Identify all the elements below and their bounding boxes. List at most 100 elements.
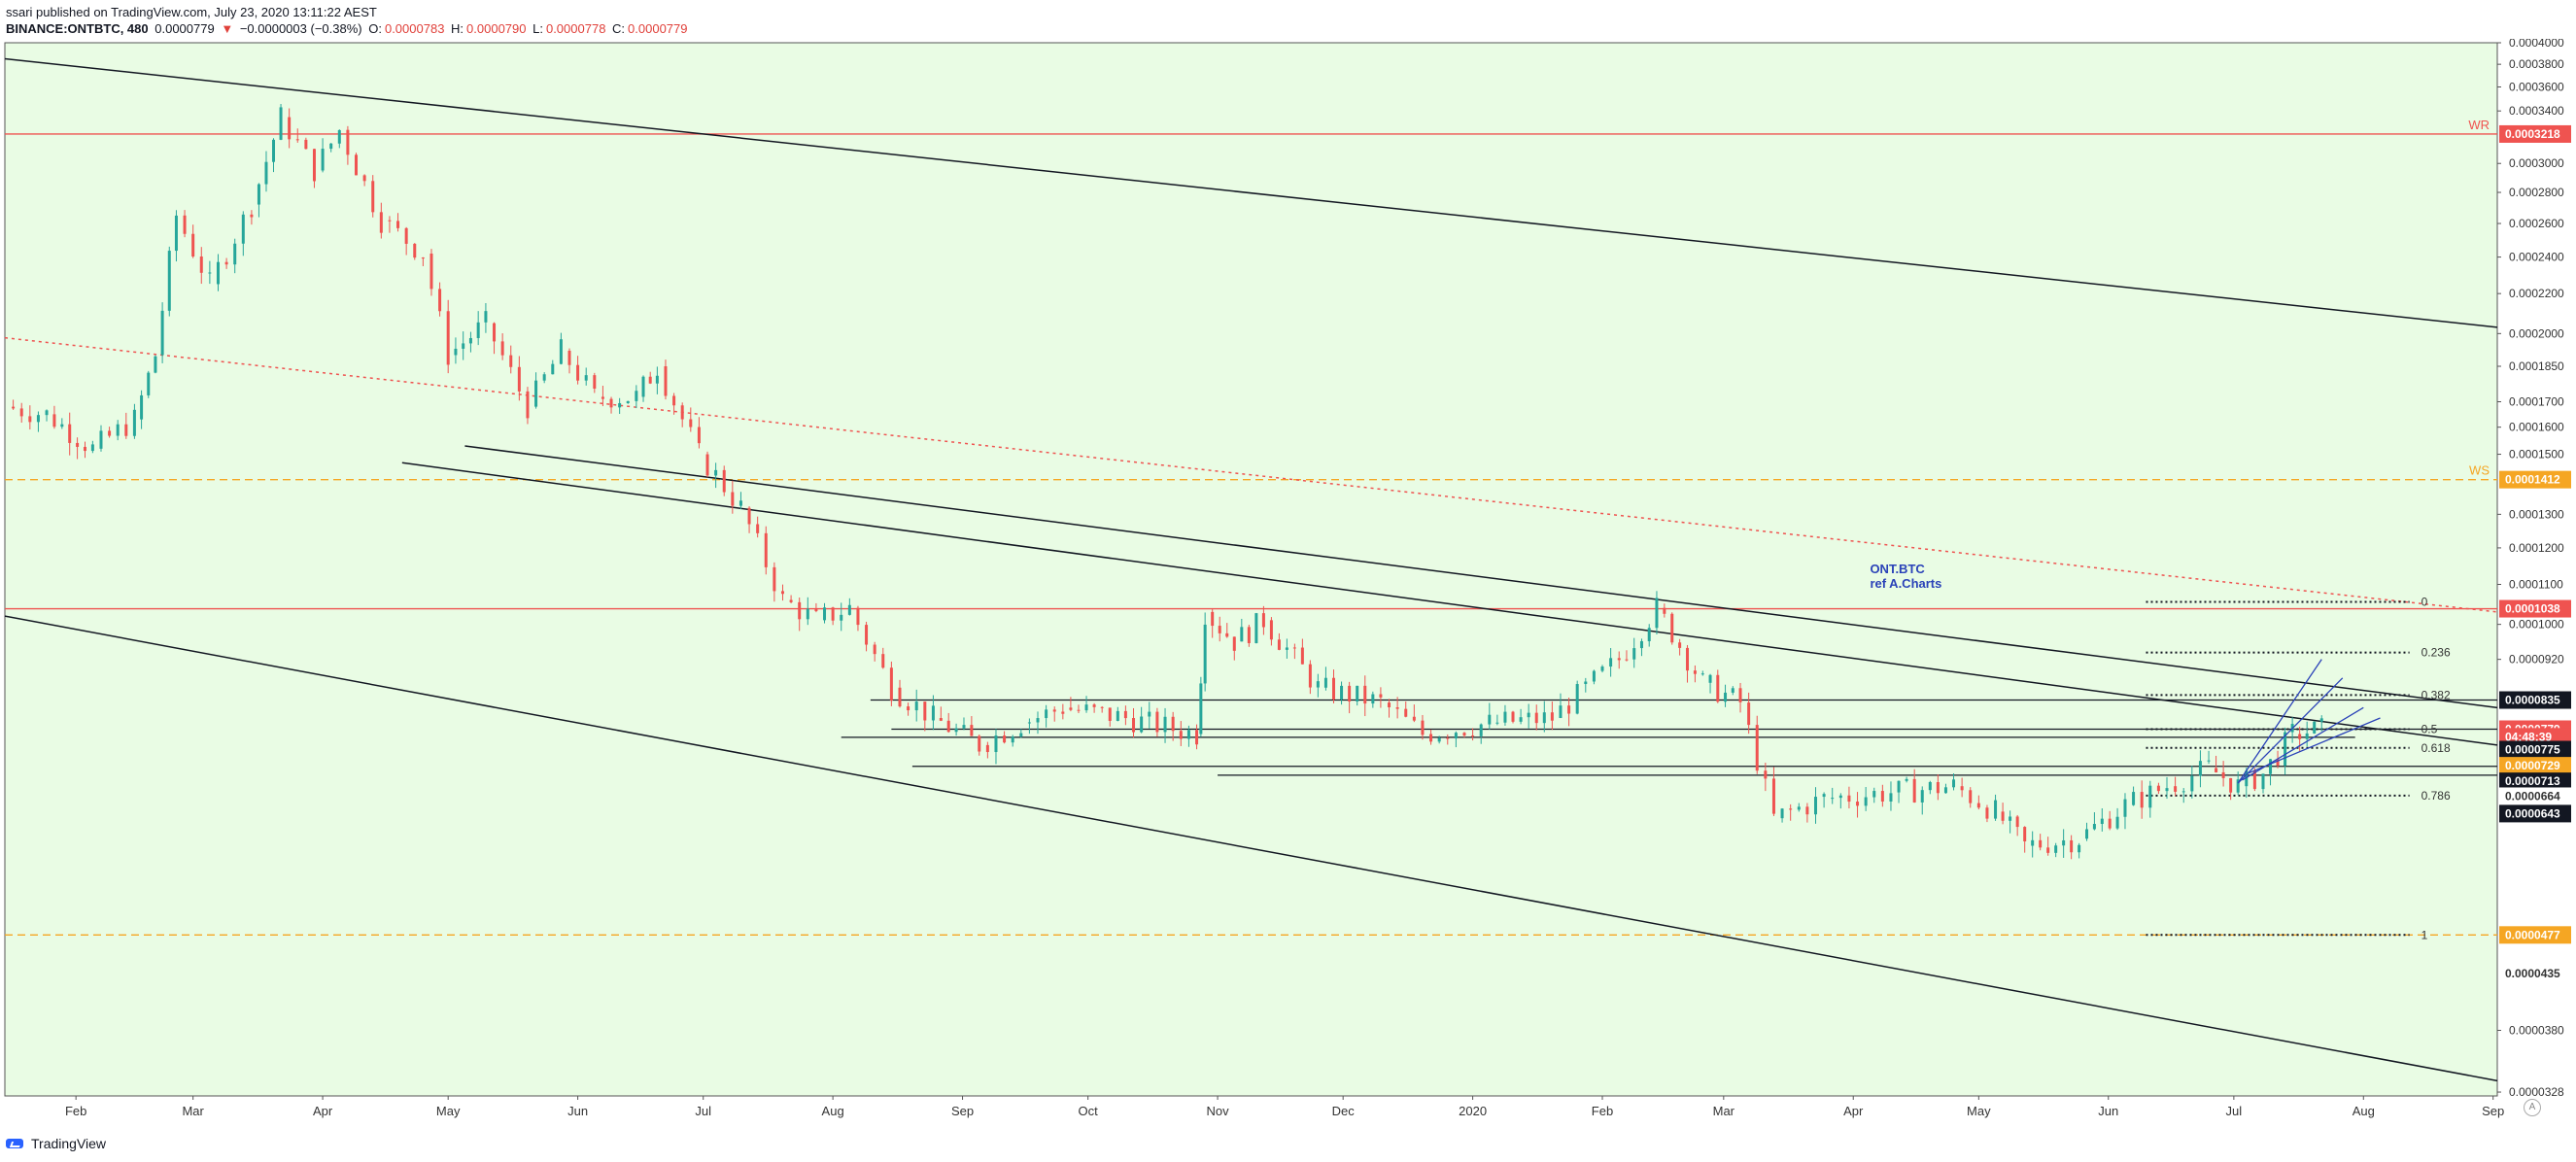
- candle-body: [970, 725, 974, 736]
- candle-body: [1052, 709, 1056, 712]
- candle-body: [738, 500, 742, 506]
- candle-body: [1639, 640, 1643, 649]
- candle-body: [798, 601, 802, 620]
- candle-body: [1240, 627, 1244, 642]
- candle-body: [914, 701, 918, 711]
- candle-body: [216, 261, 220, 285]
- candle-body: [1617, 658, 1621, 661]
- candle-body: [584, 375, 588, 381]
- last-price: 0.0000779: [155, 21, 215, 36]
- x-tick-label: Jun: [567, 1104, 588, 1118]
- candle-body: [823, 607, 827, 621]
- candle-body: [2001, 811, 2005, 821]
- trend-line: [4, 336, 2498, 613]
- candle-body: [160, 310, 164, 356]
- candle-body: [264, 161, 268, 185]
- price-badge: [2499, 926, 2571, 944]
- candle-body: [371, 181, 375, 213]
- x-tick-label: 2020: [1459, 1104, 1487, 1118]
- candle-body: [2046, 847, 2050, 853]
- brand-label[interactable]: TradingView: [31, 1136, 107, 1151]
- y-tick-label: 0.0000380: [2509, 1023, 2564, 1037]
- open-value: 0.0000783: [384, 21, 445, 36]
- y-tick-label: 0.0000920: [2509, 653, 2564, 666]
- fib-level-label: 0.618: [2421, 741, 2451, 755]
- candle-body: [2132, 792, 2136, 805]
- x-tick-label: Sep: [2482, 1104, 2504, 1118]
- candle-body: [183, 215, 187, 234]
- candle-body: [1285, 647, 1288, 650]
- x-tick-label: Feb: [1592, 1104, 1613, 1118]
- auto-scale-button[interactable]: A: [2524, 1099, 2541, 1116]
- candle-body: [1764, 770, 1768, 779]
- candle-body: [233, 243, 237, 265]
- candle-body: [1108, 707, 1112, 721]
- candle-body: [1421, 720, 1425, 735]
- candle-body: [954, 728, 958, 733]
- candle-body: [2062, 839, 2066, 846]
- candle-body: [664, 365, 668, 396]
- candle-body: [288, 117, 292, 140]
- candle-body: [12, 406, 16, 409]
- candle-body: [279, 107, 283, 140]
- trend-line: [464, 445, 2498, 709]
- symbol-line: BINANCE:ONTBTC, 480 0.0000779 ▼ −0.00000…: [6, 20, 691, 37]
- candle-body: [1625, 659, 1629, 661]
- candle-body: [2313, 721, 2317, 734]
- y-tick-label: 0.0002600: [2509, 217, 2564, 230]
- candle-body: [576, 364, 580, 381]
- candle-body: [635, 391, 638, 401]
- candle-body: [388, 220, 392, 222]
- candle-body: [1462, 733, 1466, 736]
- chart-header: ssari published on TradingView.com, July…: [6, 4, 691, 37]
- candle-body: [889, 667, 893, 701]
- candle-body: [1889, 793, 1893, 802]
- candle-body: [1084, 704, 1088, 711]
- candle-body: [1195, 730, 1199, 745]
- candle-body: [1503, 711, 1507, 723]
- candle-body: [931, 705, 935, 721]
- candle-body: [1738, 688, 1742, 702]
- pattern-line: [2237, 677, 2344, 784]
- y-tick-label: 0.0001300: [2509, 507, 2564, 521]
- x-tick-label: Apr: [313, 1104, 333, 1118]
- candle-body: [994, 735, 998, 753]
- price-badge: [2499, 124, 2571, 143]
- candle-body: [224, 261, 228, 265]
- price-chart[interactable]: 0.0004000 0.0003800 0.0003600 0.0003400 0.00…: [0, 39, 2576, 1131]
- candle-body: [1254, 613, 1258, 643]
- candle-body: [1592, 670, 1596, 682]
- candle-body: [304, 139, 308, 150]
- fib-level-label: 0.5: [2421, 722, 2438, 735]
- price-badge-label: 0.0003218: [2505, 127, 2560, 141]
- candle-body: [1218, 626, 1221, 633]
- candle-body: [140, 394, 144, 420]
- candle-body: [2092, 824, 2096, 830]
- candle-body: [90, 444, 94, 452]
- down-arrow-icon: ▼: [221, 21, 234, 36]
- pattern-line: [2237, 659, 2322, 784]
- candle-body: [1789, 808, 1793, 810]
- candle-body: [446, 311, 450, 365]
- candle-body: [1985, 807, 1989, 819]
- candle-body: [1647, 628, 1651, 641]
- candle-body: [898, 687, 902, 707]
- y-tick-label: 0.0000328: [2509, 1085, 2564, 1099]
- candle-body: [1994, 800, 1998, 819]
- candle-body: [2100, 818, 2104, 825]
- price-badge-label: 0.0001038: [2505, 602, 2560, 616]
- candle-body: [2108, 818, 2112, 829]
- candle-body: [1912, 778, 1916, 803]
- candle-body: [1584, 681, 1588, 685]
- candle-body: [2261, 773, 2265, 790]
- candle-body: [773, 566, 776, 592]
- x-tick-label: Jun: [2098, 1104, 2118, 1118]
- candle-body: [1632, 648, 1636, 660]
- candle-body: [1092, 704, 1096, 707]
- fib-level-label: 0.786: [2421, 789, 2451, 803]
- candle-body: [780, 591, 784, 595]
- price-badge: [2499, 691, 2571, 709]
- x-tick-label: Aug: [2353, 1104, 2375, 1118]
- candle-body: [1943, 787, 1947, 794]
- candle-body: [396, 221, 400, 228]
